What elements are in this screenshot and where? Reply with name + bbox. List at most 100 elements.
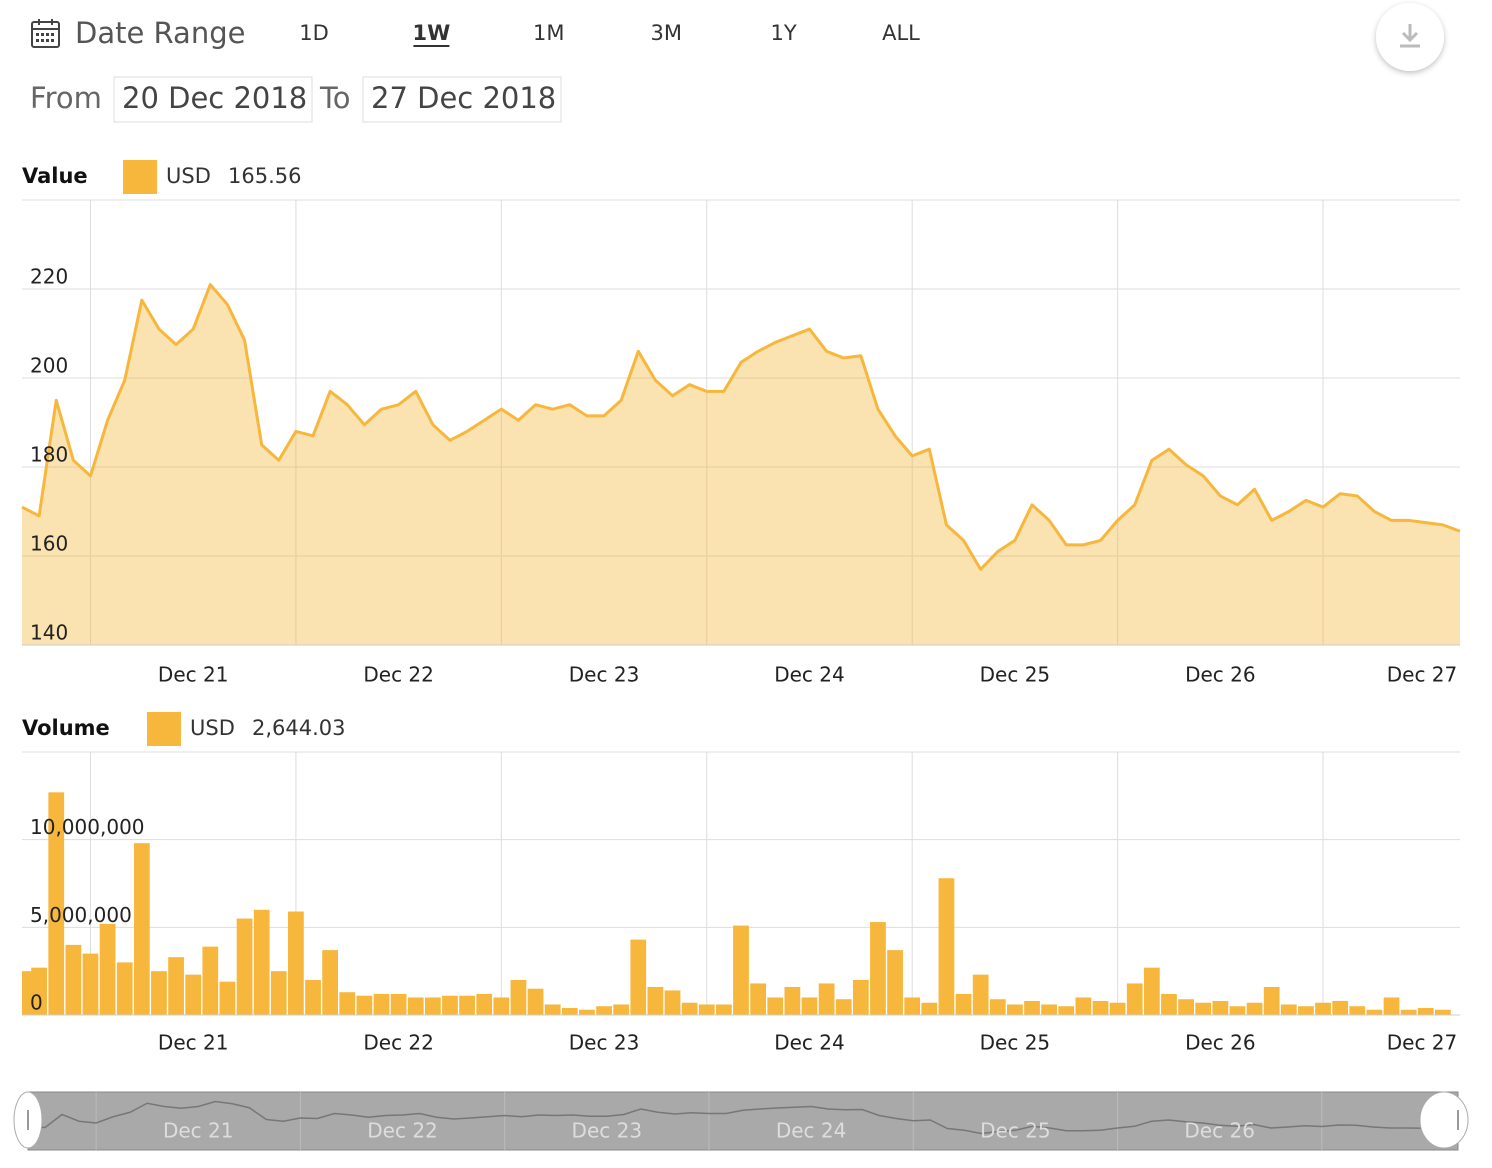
- y-tick-label: 160: [30, 532, 68, 556]
- bar: [596, 1006, 612, 1015]
- range-button[interactable]: 3M: [650, 21, 681, 45]
- bar: [493, 997, 510, 1015]
- to-date[interactable]: 27 Dec 2018: [371, 81, 556, 115]
- chart: Value USD 165.56 140 160 180 200 220 Dec 21 Dec 2…: [21, 160, 1461, 687]
- bar: [1435, 1009, 1451, 1015]
- navigator-line: [27, 1100, 1459, 1135]
- range-buttons: 1D 1W 1M 3M 1Y ALL: [299, 21, 920, 47]
- y-tick-label: 180: [30, 443, 68, 467]
- bar: [1332, 1000, 1349, 1015]
- bar: [202, 946, 219, 1015]
- bar: [442, 995, 458, 1015]
- bar: [31, 967, 47, 1015]
- range-button[interactable]: ALL: [882, 21, 920, 45]
- from-input[interactable]: [113, 76, 313, 123]
- bar: [407, 997, 424, 1015]
- bar: [955, 993, 972, 1015]
- bar: [476, 993, 493, 1015]
- bar: [459, 995, 475, 1015]
- bar: [852, 979, 869, 1015]
- bar: [82, 953, 99, 1015]
- bar: [1007, 1004, 1023, 1015]
- bar: [664, 990, 681, 1015]
- bar: [887, 950, 903, 1015]
- navigator-label: Dec 22: [367, 1119, 438, 1143]
- bar: [527, 988, 544, 1015]
- x-tick-label: Dec 26: [1185, 663, 1256, 687]
- bar: [390, 993, 407, 1015]
- bar: [510, 979, 527, 1015]
- bar: [938, 878, 955, 1015]
- bar: [356, 995, 373, 1015]
- navigator-handle-right[interactable]: [1419, 1091, 1469, 1149]
- bar: [1143, 967, 1160, 1015]
- x-tick-label: Dec 26: [1185, 1031, 1256, 1055]
- bar: [1195, 1002, 1212, 1015]
- range-button[interactable]: 1D: [299, 21, 329, 45]
- bar: [65, 944, 82, 1015]
- bar: [1024, 1000, 1040, 1015]
- x-tick-label: Dec 24: [774, 1031, 845, 1055]
- navigator-label: Dec 25: [980, 1119, 1051, 1143]
- bar: [1058, 1006, 1075, 1015]
- from-date[interactable]: 20 Dec 2018: [122, 81, 307, 115]
- bar: [733, 925, 749, 1015]
- legend-name: USD: [166, 164, 211, 188]
- bar: [168, 957, 184, 1015]
- bar: [1366, 1009, 1383, 1015]
- from-label: From: [30, 81, 102, 115]
- navigator-label: Dec 26: [1184, 1119, 1255, 1143]
- bar: [698, 1004, 715, 1015]
- x-tick-label: Dec 27: [1387, 1031, 1458, 1055]
- calendar-icon: [31, 19, 60, 48]
- x-tick-label: Dec 22: [363, 663, 434, 687]
- bar: [151, 971, 167, 1015]
- bar: [1229, 1006, 1246, 1015]
- range-button[interactable]: 1Y: [770, 21, 796, 45]
- x-tick-label: Dec 22: [363, 1031, 434, 1055]
- bar: [1075, 997, 1092, 1015]
- bar: [1315, 1002, 1331, 1015]
- download-button[interactable]: [1376, 3, 1444, 71]
- bar: [904, 997, 921, 1015]
- range-button[interactable]: 1M: [533, 21, 564, 45]
- x-tick-label: Dec 21: [158, 1031, 229, 1055]
- navigator-band: [27, 1091, 1459, 1151]
- bar: [972, 974, 989, 1015]
- bar: [1417, 1007, 1434, 1015]
- bar: [870, 922, 886, 1015]
- x-tick-label: Dec 23: [569, 663, 640, 687]
- bar: [1280, 1004, 1297, 1015]
- bar: [424, 997, 441, 1015]
- y-tick-label: 5,000,000: [30, 903, 132, 927]
- bar: [921, 1002, 938, 1015]
- legend-value: 165.56: [228, 164, 301, 188]
- legend-name: USD: [190, 716, 235, 740]
- bar: [1298, 1006, 1314, 1015]
- bar: [1126, 983, 1143, 1015]
- to-label: To: [319, 81, 351, 115]
- date-range-label: Date Range: [75, 16, 245, 50]
- bar: [339, 992, 356, 1015]
- to-input[interactable]: [362, 76, 562, 123]
- bar: [48, 792, 65, 1015]
- area-fill: [22, 284, 1460, 645]
- bar: [989, 999, 1006, 1015]
- bar: [373, 993, 390, 1015]
- navigator[interactable]: Dec 21 Dec 22 Dec 23 Dec 24 Dec 25 Dec 26: [13, 1091, 1469, 1151]
- bar: [1400, 1009, 1417, 1015]
- chart-title: Volume: [22, 716, 110, 740]
- charts: Value USD 165.56 140 160 180 200 220 Dec 21 Dec 2…: [21, 160, 1468, 1055]
- x-tick-label: Dec 27: [1387, 663, 1458, 687]
- bar: [561, 1007, 578, 1015]
- bar: [1041, 1004, 1058, 1015]
- bar: [1161, 993, 1177, 1015]
- bar: [219, 981, 236, 1015]
- range-button[interactable]: 1W: [413, 21, 451, 45]
- bar: [544, 1004, 561, 1015]
- chart: Volume USD 2,644.03 0 5,000,000 10,000,000 Dec…: [22, 712, 1468, 1055]
- bar: [579, 1009, 595, 1015]
- bar: [1383, 997, 1400, 1015]
- bar: [681, 1002, 698, 1015]
- chart-title: Value: [22, 164, 88, 188]
